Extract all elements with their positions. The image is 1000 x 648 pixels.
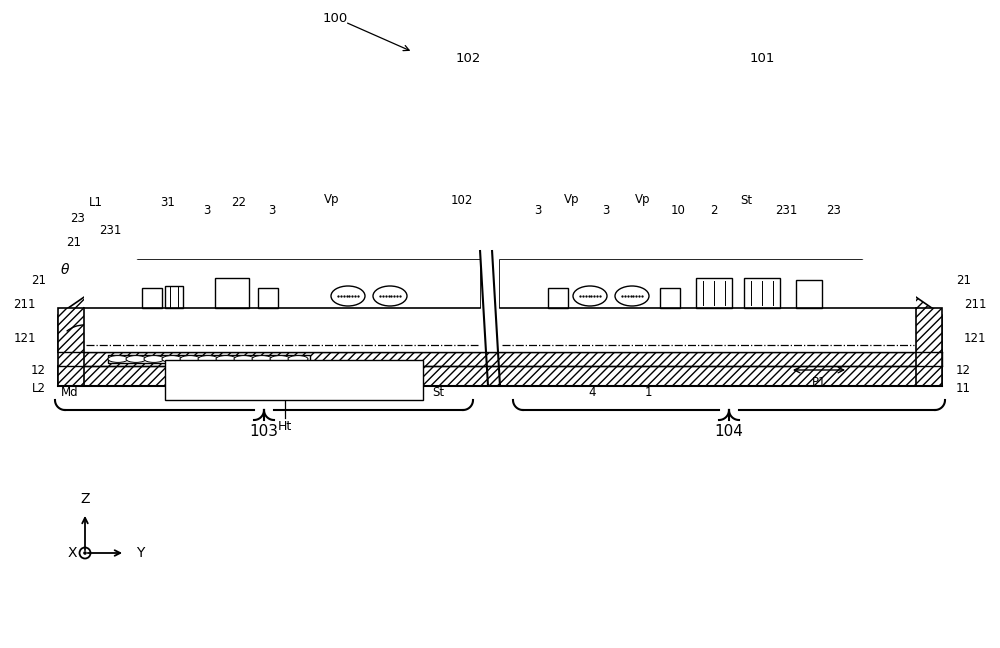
Text: 231: 231 — [99, 224, 121, 237]
Text: Vp: Vp — [564, 194, 580, 207]
Text: θ: θ — [61, 263, 69, 277]
Text: L1: L1 — [89, 196, 103, 209]
Bar — [916, 308, 942, 386]
Text: Md: Md — [61, 386, 79, 400]
Text: Vp: Vp — [635, 194, 651, 207]
Text: 23: 23 — [71, 211, 85, 224]
Bar — [500, 260, 916, 308]
Text: 12: 12 — [956, 364, 971, 376]
Bar — [165, 360, 423, 400]
Ellipse shape — [252, 356, 272, 362]
Bar — [58, 352, 942, 366]
Bar — [58, 366, 942, 386]
Text: 21: 21 — [66, 235, 82, 248]
Text: X: X — [67, 546, 77, 560]
Text: 2: 2 — [710, 203, 718, 216]
Polygon shape — [58, 260, 480, 352]
Text: 3: 3 — [203, 203, 211, 216]
Circle shape — [83, 551, 87, 555]
Bar — [108, 355, 310, 363]
Text: 231: 231 — [775, 203, 797, 216]
Polygon shape — [500, 260, 942, 352]
Text: Z: Z — [80, 492, 90, 506]
Text: 102: 102 — [455, 51, 481, 65]
Text: 10: 10 — [671, 203, 685, 216]
Ellipse shape — [270, 356, 290, 362]
Text: 11: 11 — [956, 382, 971, 395]
Text: 21: 21 — [31, 273, 46, 286]
Text: 22: 22 — [232, 196, 246, 209]
Ellipse shape — [198, 356, 218, 362]
Text: 104: 104 — [715, 424, 743, 439]
Ellipse shape — [288, 356, 308, 362]
Text: 1: 1 — [644, 386, 652, 400]
Ellipse shape — [216, 356, 236, 362]
Bar — [548, 288, 568, 308]
Ellipse shape — [373, 286, 407, 306]
Ellipse shape — [180, 356, 200, 362]
Bar — [744, 278, 780, 308]
Text: Y: Y — [136, 546, 144, 560]
Ellipse shape — [615, 286, 649, 306]
Text: 12: 12 — [31, 364, 46, 376]
Text: 23: 23 — [827, 203, 841, 216]
Ellipse shape — [331, 286, 365, 306]
Text: 101: 101 — [749, 51, 775, 65]
Ellipse shape — [126, 356, 146, 362]
Ellipse shape — [234, 356, 254, 362]
Ellipse shape — [144, 356, 164, 362]
Ellipse shape — [573, 286, 607, 306]
Text: Vp: Vp — [324, 194, 340, 207]
Text: St: St — [740, 194, 752, 207]
Bar — [660, 288, 680, 308]
Bar — [108, 355, 310, 363]
Text: P1: P1 — [812, 375, 826, 389]
Text: 4: 4 — [588, 386, 596, 400]
Text: 121: 121 — [14, 332, 36, 345]
Text: Ht: Ht — [278, 419, 292, 432]
Text: Ct: Ct — [238, 375, 252, 388]
Bar — [258, 288, 278, 308]
Bar — [84, 260, 480, 308]
Bar — [58, 308, 942, 352]
Text: 100: 100 — [322, 12, 348, 25]
Bar — [142, 288, 162, 308]
Ellipse shape — [162, 356, 182, 362]
Bar — [215, 278, 249, 308]
Text: 21: 21 — [956, 273, 971, 286]
Ellipse shape — [108, 356, 128, 362]
Bar — [58, 308, 84, 386]
Bar — [696, 278, 732, 308]
Text: 103: 103 — [250, 424, 278, 439]
Text: 211: 211 — [14, 297, 36, 310]
Text: 211: 211 — [964, 297, 986, 310]
Text: St: St — [432, 386, 444, 400]
Text: 3: 3 — [602, 203, 610, 216]
Text: 31: 31 — [161, 196, 175, 209]
Text: 3: 3 — [534, 203, 542, 216]
Text: 102: 102 — [451, 194, 473, 207]
Text: L2: L2 — [32, 382, 46, 395]
Bar — [796, 280, 822, 308]
Text: 121: 121 — [964, 332, 986, 345]
Bar — [165, 286, 183, 308]
Text: 3: 3 — [268, 203, 276, 216]
